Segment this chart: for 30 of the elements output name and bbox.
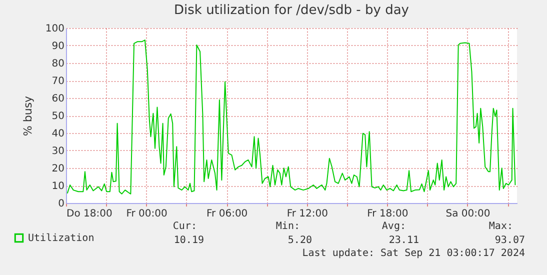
y-tick-label: 90	[52, 41, 64, 52]
y-tick-label: 0	[58, 198, 64, 210]
x-tick-label: Fr 12:00	[286, 208, 328, 220]
x-tick-label: Fr 18:00	[367, 208, 408, 220]
y-tick-label: 40	[52, 128, 64, 140]
x-tick-label: Fr 06:00	[206, 208, 248, 220]
y-tick-label: 80	[52, 58, 64, 70]
text: Cur:	[172, 221, 197, 232]
y-tick-label: 30	[52, 146, 64, 157]
text: 5.20	[288, 235, 312, 246]
text: Min:	[276, 221, 300, 232]
text: Avg:	[382, 221, 406, 232]
legend-label: Utilization	[28, 233, 94, 244]
y-tick-label: 60	[52, 94, 64, 104]
y-tick-label: 20	[52, 164, 64, 174]
line-series	[66, 40, 516, 194]
y-axis-title: % busy	[21, 95, 34, 136]
text: 93.07	[494, 235, 525, 246]
chart-title: Disk utilization for /dev/sdb - by day	[174, 3, 410, 18]
x-tick-label: Do 18:00	[66, 208, 112, 220]
y-tick-label: 70	[52, 76, 64, 87]
text: Last update: Sat Sep 21 03:00:17 2024	[302, 248, 525, 259]
y-tick-label: 50	[52, 111, 64, 122]
x-tick-label: Sa 00:00	[446, 208, 490, 220]
y-tick-label: 10	[52, 181, 64, 192]
text: Max:	[488, 221, 513, 232]
x-tick-label: Fr 00:00	[126, 208, 168, 220]
text: 10.19	[174, 235, 204, 246]
text: 23.11	[388, 235, 419, 246]
y-tick-label: 100	[45, 24, 64, 34]
